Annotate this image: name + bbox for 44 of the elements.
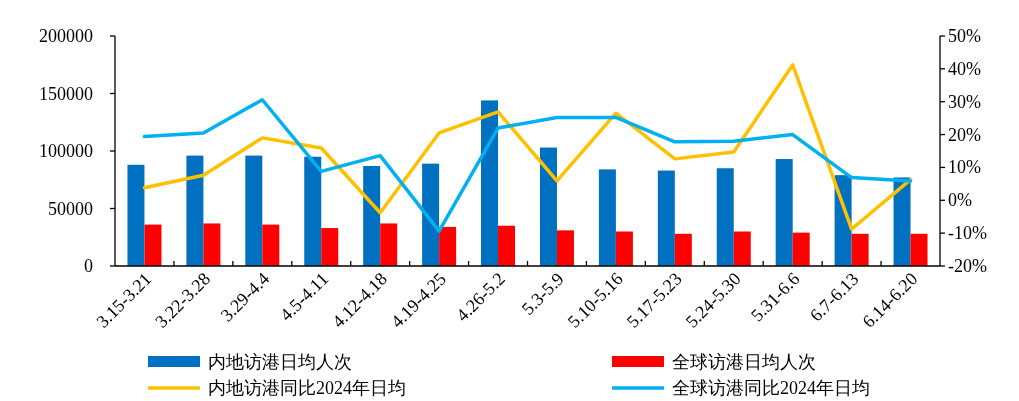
y2-tick-label: -10%	[948, 223, 987, 244]
bar	[203, 223, 221, 266]
bar	[851, 233, 869, 266]
y2-tick-label: 50%	[948, 26, 981, 46]
bar	[144, 224, 162, 266]
bar	[363, 165, 381, 266]
bar	[598, 169, 616, 266]
bar	[556, 230, 574, 266]
legend-label: 内地访港日均人次	[208, 352, 352, 372]
bar	[262, 224, 280, 266]
bar	[304, 156, 322, 266]
bar	[674, 233, 692, 266]
bar	[539, 147, 557, 266]
y2-tick-label: -20%	[948, 256, 987, 276]
y2-tick-label: 20%	[948, 124, 981, 145]
y2-tick-label: 0%	[948, 190, 972, 211]
bar	[792, 232, 810, 266]
y-tick-label: 150000	[39, 83, 93, 104]
bar	[321, 228, 339, 266]
legend-label: 内地访港同比2024年日均	[208, 378, 406, 398]
y-tick-label: 50000	[48, 198, 93, 219]
bar	[615, 231, 633, 266]
bar	[481, 100, 499, 266]
bar	[716, 168, 734, 266]
bar	[733, 231, 751, 266]
bar	[127, 164, 145, 266]
bar	[910, 233, 928, 266]
bar	[657, 170, 675, 266]
y2-tick-label: 10%	[948, 157, 981, 178]
y-tick-label: 0	[84, 256, 93, 276]
bar	[422, 163, 440, 266]
y-tick-label: 200000	[39, 26, 93, 46]
bar	[245, 155, 263, 266]
legend-label: 全球访港日均人次	[672, 352, 816, 372]
bar	[186, 155, 204, 266]
bar	[380, 223, 398, 266]
legend-label: 全球访港同比2024年日均	[672, 378, 870, 398]
bar	[439, 226, 457, 266]
y-tick-label: 100000	[39, 141, 93, 161]
y2-tick-label: 30%	[948, 91, 981, 112]
y2-tick-label: 40%	[948, 58, 981, 79]
bar	[498, 225, 516, 266]
bar	[775, 159, 793, 266]
bar	[893, 177, 911, 266]
